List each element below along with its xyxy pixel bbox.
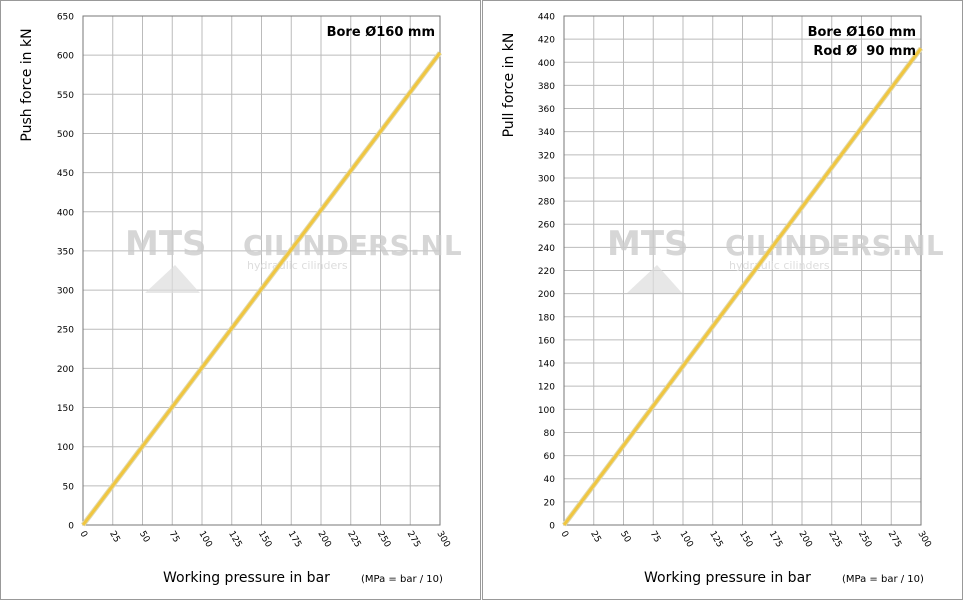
x-tick-label: 175 [286, 530, 303, 550]
x-tick-label: 25 [588, 530, 602, 545]
y-tick-label: 260 [538, 221, 555, 231]
x-tick-label: 100 [677, 530, 694, 550]
y-tick-label: 440 [538, 13, 555, 23]
x-tick-label: 75 [648, 530, 662, 545]
data-line [562, 47, 923, 526]
y-tick-label: 600 [57, 52, 74, 62]
y-tick-label: 240 [538, 244, 555, 254]
y-tick-label: 300 [538, 174, 555, 184]
y-tick-label: 550 [57, 91, 74, 101]
x-tick-label: 225 [345, 530, 362, 550]
y-tick-label: 120 [538, 383, 555, 393]
y-tick-label: 350 [57, 247, 74, 257]
y-tick-label: 400 [538, 59, 555, 69]
y-tick-label: 160 [538, 336, 555, 346]
x-tick-label: 125 [707, 530, 724, 550]
y-tick-label: 650 [57, 13, 74, 23]
x-tick-label: 200 [315, 530, 332, 550]
x-axis-note: (MPa = bar / 10) [842, 574, 924, 585]
y-tick-label: 0 [68, 522, 74, 532]
watermark-brand: MTS [125, 224, 207, 264]
y-tick-label: 40 [544, 475, 556, 485]
x-tick-label: 0 [558, 530, 570, 540]
x-axis-note: (MPa = bar / 10) [361, 574, 443, 585]
data-line [81, 51, 442, 526]
y-tick-label: 100 [57, 443, 74, 453]
x-tick-label: 225 [826, 530, 843, 550]
y-tick-label: 200 [57, 365, 74, 375]
y-axis-label: Push force in kN [19, 28, 35, 141]
y-tick-label: 360 [538, 105, 555, 115]
y-tick-label: 220 [538, 267, 555, 277]
watermark-tagline: hydraulic cilinders [729, 259, 830, 272]
x-tick-label: 0 [77, 530, 89, 540]
chart-panel: 0 50 100 150 200 250 300 350 400 450 500 550 600 650 0… [0, 0, 481, 600]
annotation: Rod Ø 90 mm [813, 44, 916, 59]
y-tick-label: 180 [538, 313, 555, 323]
x-tick-label: 275 [405, 530, 422, 550]
y-tick-label: 450 [57, 169, 74, 179]
watermark-site: CILINDERS.NL [243, 229, 462, 262]
x-tick-label: 300 [434, 530, 451, 550]
watermark-logo [627, 265, 682, 293]
y-tick-label: 400 [57, 208, 74, 218]
y-tick-label: 500 [57, 130, 74, 140]
annotation: Bore Ø160 mm [327, 25, 435, 40]
x-axis-label: Working pressure in bar [163, 570, 330, 586]
plot-border [82, 15, 441, 526]
y-tick-label: 200 [538, 290, 555, 300]
watermark-site: CILINDERS.NL [725, 229, 944, 262]
y-tick-label: 20 [544, 498, 556, 508]
x-tick-label: 250 [856, 530, 873, 550]
x-tick-label: 275 [886, 530, 903, 550]
y-tick-label: 320 [538, 151, 555, 161]
y-tick-label: 380 [538, 82, 555, 92]
y-tick-label: 80 [544, 429, 556, 439]
y-tick-label: 60 [544, 452, 556, 462]
panel-border [0, 0, 481, 600]
x-tick-label: 150 [737, 530, 754, 550]
y-tick-label: 50 [63, 482, 75, 492]
y-tick-label: 150 [57, 404, 74, 414]
watermark-logo [145, 265, 200, 293]
x-tick-label: 200 [796, 530, 813, 550]
x-tick-label: 125 [226, 530, 243, 550]
y-axis-label: Pull force in kN [501, 33, 517, 138]
x-tick-label: 150 [256, 530, 273, 550]
y-tick-label: 140 [538, 360, 555, 370]
x-tick-label: 250 [375, 530, 392, 550]
x-tick-label: 50 [137, 530, 152, 545]
y-tick-label: 250 [57, 326, 74, 336]
chart-panel: 0 20 40 60 80 100 120 140 160 180 200 220 240 260 280 3… [482, 0, 963, 600]
x-axis-label: Working pressure in bar [644, 570, 811, 586]
x-tick-label: 25 [107, 530, 121, 545]
watermark-brand: MTS [607, 224, 689, 264]
x-tick-label: 175 [767, 530, 784, 550]
x-tick-label: 100 [196, 530, 213, 550]
annotation: Bore Ø160 mm [808, 25, 916, 40]
y-tick-label: 420 [538, 36, 555, 46]
y-tick-label: 340 [538, 128, 555, 138]
watermark-tagline: hydraulic cilinders [247, 259, 348, 272]
y-tick-label: 100 [538, 406, 555, 416]
x-tick-label: 50 [618, 530, 633, 545]
y-tick-label: 0 [549, 522, 555, 532]
x-tick-label: 75 [167, 530, 181, 545]
y-tick-label: 280 [538, 198, 555, 208]
y-tick-label: 300 [57, 287, 74, 297]
plot-border [563, 15, 922, 526]
x-tick-label: 300 [915, 530, 932, 550]
